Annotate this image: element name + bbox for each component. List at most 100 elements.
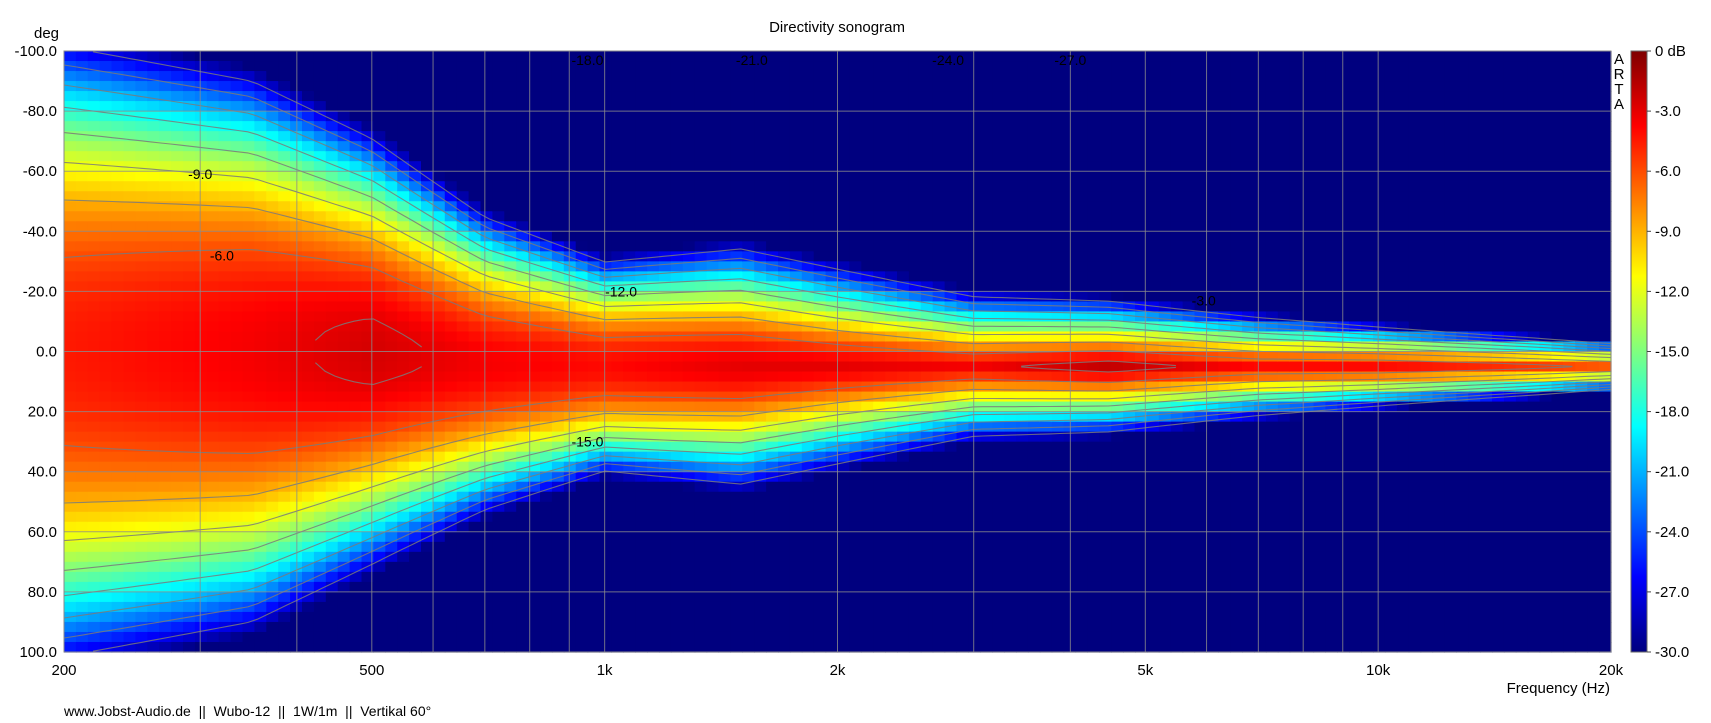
heatmap-cell (1027, 591, 1041, 603)
heatmap-cell (587, 151, 601, 162)
heatmap-cell (897, 631, 910, 643)
heatmap-cell (813, 561, 827, 573)
heatmap-cell (147, 311, 160, 323)
heatmap-cell (861, 521, 874, 533)
heatmap-cell (432, 481, 446, 493)
heatmap-cell (1039, 201, 1053, 212)
heatmap-cell (1016, 81, 1029, 92)
heatmap-cell (432, 71, 446, 82)
heatmap-cell (349, 221, 363, 232)
heatmap-cell (75, 311, 89, 323)
heatmap-cell (64, 481, 77, 493)
heatmap-cell (397, 121, 410, 132)
heatmap-cell (230, 391, 244, 403)
heatmap-cell (706, 81, 720, 92)
heatmap-cell (968, 191, 981, 202)
heatmap-cell (349, 101, 363, 112)
heatmap-cell (813, 301, 827, 313)
heatmap-cell (837, 561, 850, 573)
heatmap-cell (730, 401, 743, 413)
heatmap-cell (218, 431, 232, 443)
heatmap-cell (1016, 131, 1029, 142)
heatmap-cell (183, 51, 196, 62)
heatmap-cell (980, 51, 993, 62)
heatmap-cell (908, 221, 922, 232)
heatmap-cell (504, 521, 517, 533)
heatmap-cell (171, 81, 184, 92)
heatmap-cell (230, 431, 244, 443)
heatmap-cell (432, 551, 446, 563)
heatmap-cell (575, 81, 589, 92)
heatmap-cell (123, 641, 136, 653)
heatmap-cell (147, 301, 160, 313)
heatmap-cell (421, 451, 434, 463)
heatmap-cell (444, 221, 458, 232)
heatmap-cell (587, 481, 601, 493)
heatmap-cell (444, 171, 458, 182)
heatmap-cell (623, 521, 636, 533)
heatmap-cell (337, 571, 351, 583)
heatmap-cell (242, 181, 255, 192)
heatmap-cell (1016, 341, 1029, 353)
heatmap-cell (766, 241, 779, 252)
heatmap-cell (87, 181, 101, 192)
heatmap-cell (718, 151, 731, 162)
heatmap-cell (325, 571, 339, 583)
heatmap-cell (956, 81, 969, 92)
heatmap-cell (159, 171, 172, 182)
heatmap-cell (920, 331, 934, 343)
heatmap-cell (551, 271, 565, 282)
heatmap-cell (147, 501, 160, 513)
heatmap-cell (373, 411, 386, 423)
heatmap-cell (599, 251, 612, 262)
heatmap-cell (159, 621, 172, 633)
heatmap-cell (278, 561, 291, 573)
heatmap-cell (456, 351, 470, 363)
heatmap-cell (230, 71, 244, 82)
heatmap-cell (337, 441, 351, 453)
heatmap-cell (1016, 551, 1029, 563)
heatmap-cell (349, 341, 363, 353)
heatmap-cell (885, 131, 898, 142)
heatmap-cell (456, 381, 470, 393)
heatmap-cell (813, 201, 827, 212)
heatmap-cell (540, 431, 553, 443)
heatmap-cell (694, 371, 708, 383)
heatmap-cell (147, 631, 160, 643)
heatmap-cell (920, 141, 934, 152)
heatmap-cell (813, 311, 827, 323)
heatmap-cell (778, 551, 791, 563)
heatmap-cell (778, 611, 791, 623)
heatmap-cell (873, 281, 886, 292)
heatmap-cell (932, 621, 946, 633)
heatmap-cell (361, 371, 374, 383)
heatmap-cell (421, 471, 434, 483)
heatmap-cell (206, 551, 220, 563)
heatmap-cell (908, 461, 922, 473)
heatmap-cell (313, 351, 327, 363)
heatmap-cell (611, 441, 624, 453)
heatmap-cell (801, 591, 815, 603)
heatmap-cell (64, 431, 77, 443)
heatmap-cell (778, 591, 791, 603)
heatmap-cell (635, 441, 648, 453)
heatmap-cell (932, 391, 946, 403)
heatmap-cell (551, 311, 565, 323)
heatmap-cell (349, 501, 363, 513)
heatmap-cell (516, 131, 529, 142)
heatmap-cell (325, 501, 339, 513)
heatmap-cell (778, 491, 791, 503)
heatmap-cell (1004, 191, 1017, 202)
heatmap-cell (659, 501, 672, 513)
heatmap-cell (421, 611, 434, 623)
heatmap-cell (587, 541, 601, 553)
heatmap-cell (778, 81, 791, 92)
heatmap-cell (968, 111, 981, 122)
heatmap-cell (861, 301, 874, 313)
heatmap-cell (397, 71, 410, 82)
heatmap-cell (230, 491, 244, 503)
heatmap-cell (944, 471, 958, 483)
heatmap-cell (373, 171, 386, 182)
heatmap-cell (468, 201, 482, 212)
heatmap-cell (563, 291, 577, 303)
